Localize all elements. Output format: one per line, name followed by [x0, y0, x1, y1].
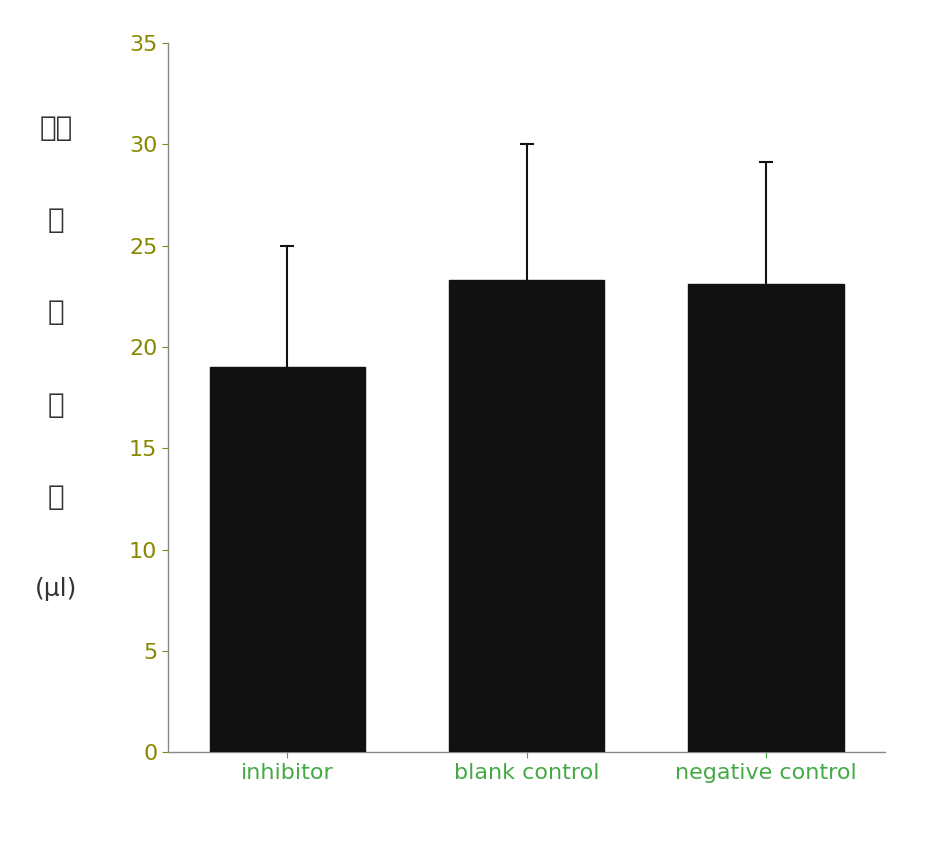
Text: 虫体: 虫体 — [39, 114, 73, 142]
Bar — [449, 280, 604, 752]
Text: (μl): (μl) — [34, 577, 77, 601]
Bar — [210, 367, 365, 752]
Bar — [688, 284, 843, 752]
Text: 均: 均 — [48, 391, 64, 419]
Text: 値: 値 — [48, 483, 64, 511]
Text: 宽: 宽 — [48, 206, 64, 234]
Text: 度: 度 — [48, 298, 64, 327]
